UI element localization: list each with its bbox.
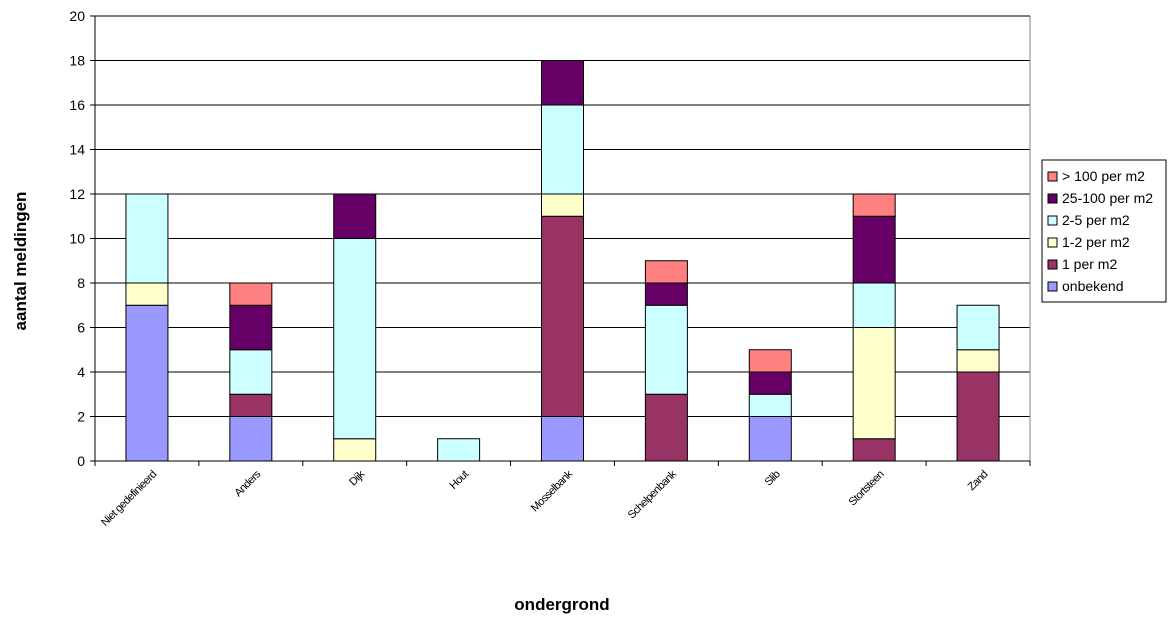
legend-box [1041,159,1167,303]
bar-segment [852,193,896,217]
bar-segment [229,304,273,351]
x-tick-label: Stortsteen [847,468,887,508]
x-tick-label: Slib [763,468,783,488]
bar-segment [541,215,584,417]
bar-segment [852,215,896,284]
legend-label: > 100 per m2 [1062,168,1145,184]
bar-segment [748,393,792,417]
bar-segment [644,304,688,395]
bar-segment [229,282,273,306]
x-axis-title: ondergrond [514,595,609,614]
bar-segment [333,193,377,239]
bar-segment [852,438,896,462]
y-tick-label: 8 [77,275,85,291]
y-tick-label: 0 [77,453,85,469]
x-tick-label: Dijk [347,468,368,489]
legend-label: 1-2 per m2 [1062,234,1130,250]
bar-segment [956,304,1000,351]
legend-label: 1 per m2 [1062,256,1117,272]
x-tick-label: Schelpenbank [626,468,679,521]
y-tick-label: 16 [69,97,85,113]
bar-segment [644,260,688,284]
legend-swatch [1047,237,1058,248]
bar-segment [229,416,273,462]
bar-segment [644,282,688,306]
bar-segment [541,193,584,217]
y-tick-label: 2 [77,409,85,425]
bar-segment [541,416,584,462]
bar-segment [333,438,377,462]
legend-swatch [1047,171,1058,182]
y-tick-label: 18 [69,53,85,69]
bar-segment [125,304,169,462]
x-tick-label: Mosselbank [529,468,576,515]
y-tick-label: 10 [69,231,85,247]
bar-segment [541,60,584,106]
bar-segment [748,416,792,462]
bar-segment [333,238,377,440]
legend-swatch [1047,193,1058,204]
bar-segment [644,393,688,462]
bar-segment [852,327,896,440]
bar-segment [541,104,584,195]
legend: > 100 per m2 25-100 per m2 2-5 per m2 1-2 p… [1041,159,1167,303]
bar-segment [956,349,1000,373]
y-tick-label: 20 [69,8,85,24]
y-tick-label: 12 [69,186,85,202]
y-tick-label: 6 [77,320,85,336]
y-tick-label: 14 [69,142,85,158]
legend-swatch [1047,281,1058,292]
legend-label: 2-5 per m2 [1062,212,1130,228]
bar-segment [748,349,792,373]
bar-segment [125,282,169,306]
x-tick-label: Anders [232,468,263,499]
bar-segment [229,393,273,417]
x-tick-label: Hout [448,468,472,492]
legend-swatch [1047,215,1058,226]
bar-segment [748,371,792,395]
bar-segment [852,282,896,328]
x-tick-label: Zand [966,468,991,493]
y-tick-label: 4 [77,364,85,380]
bar-segment [125,193,169,284]
bar-segment [956,371,1000,462]
y-axis-title: aantal meldingen [11,192,30,331]
bar-segment [229,349,273,395]
legend-label: 25-100 per m2 [1062,190,1153,206]
x-tick-label: Niet gedefinieerd [99,468,159,528]
bar-segment [437,438,481,462]
legend-swatch [1047,259,1058,270]
legend-label: onbekend [1062,278,1124,294]
